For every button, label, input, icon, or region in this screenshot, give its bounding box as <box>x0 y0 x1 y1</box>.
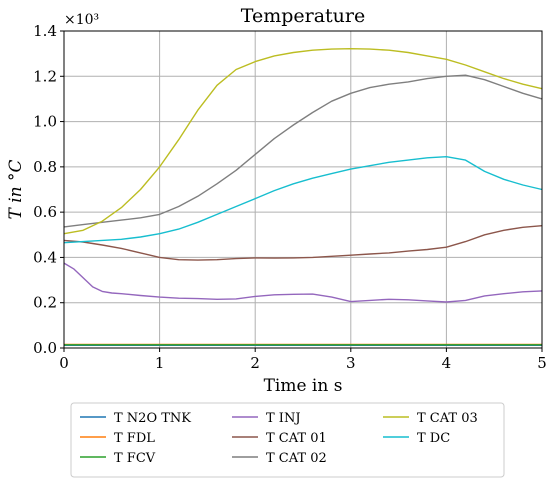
legend-label: T CAT 01 <box>266 431 327 446</box>
legend-label: T CAT 02 <box>266 451 327 466</box>
chart-title: Temperature <box>241 5 365 27</box>
legend-item: T FCV <box>80 451 156 466</box>
legend-label: T DC <box>417 431 450 446</box>
series-line-t-cat-02 <box>63 74 543 228</box>
legend-label: T FDL <box>114 431 155 446</box>
legend-item: T N2O TNK <box>80 411 191 426</box>
legend-label: T FCV <box>114 451 156 466</box>
x-tick-label: 3 <box>346 354 356 372</box>
legend-box <box>70 402 505 478</box>
x-axis-ticks: 0 1 2 3 4 5 <box>59 348 547 372</box>
legend-item: T DC <box>383 431 450 446</box>
series-line-t-cat-01 <box>63 225 543 261</box>
legend-item: T CAT 01 <box>232 431 327 446</box>
series-line-t-inj <box>63 262 543 303</box>
x-axis-label: Time in s <box>264 376 343 396</box>
x-tick-label: 4 <box>442 354 452 372</box>
y-tick-label: 0.0 <box>33 339 57 357</box>
y-axis-multiplier: ×10³ <box>64 12 99 28</box>
y-tick-label: 0.2 <box>33 294 57 312</box>
series-lines <box>63 48 543 346</box>
y-tick-label: 1.2 <box>33 67 57 85</box>
y-tick-label: 0.6 <box>33 203 57 221</box>
y-tick-label: 0.4 <box>33 248 57 266</box>
legend-label: T INJ <box>266 411 301 426</box>
y-tick-label: 0.8 <box>33 158 57 176</box>
series-line-t-dc <box>63 155 543 244</box>
x-tick-label: 2 <box>250 354 260 372</box>
y-axis-ticks: 0.0 0.2 0.4 0.6 0.8 1.0 1.2 1.4 <box>33 22 64 357</box>
x-tick-label: 1 <box>155 354 165 372</box>
legend-label: T N2O TNK <box>114 411 191 426</box>
y-axis-label: T in °C <box>6 159 26 219</box>
x-tick-label: 0 <box>59 354 69 372</box>
y-tick-label: 1.4 <box>33 22 57 40</box>
series-line-t-cat-03 <box>63 48 543 235</box>
legend-item: T CAT 03 <box>383 411 478 426</box>
legend-item: T CAT 02 <box>232 451 327 466</box>
legend: T N2O TNK T FDL T FCV T INJ T CAT 01 T CAT 02… <box>70 402 505 478</box>
plot-frame <box>63 30 543 349</box>
grid-lines <box>63 30 543 349</box>
legend-item: T FDL <box>80 431 155 446</box>
legend-label: T CAT 03 <box>417 411 478 426</box>
legend-item: T INJ <box>232 411 301 426</box>
x-tick-label: 5 <box>537 354 547 372</box>
y-tick-label: 1.0 <box>33 113 57 131</box>
